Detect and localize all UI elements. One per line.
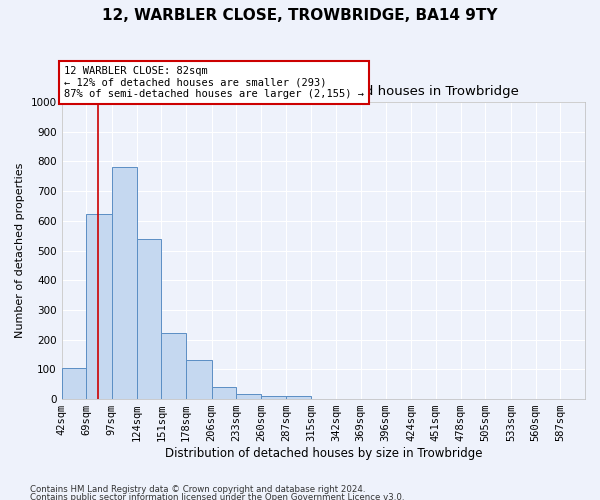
Bar [286,396,311,399]
Bar [212,386,236,399]
Bar [261,396,286,399]
Text: 12 WARBLER CLOSE: 82sqm
← 12% of detached houses are smaller (293)
87% of semi-d: 12 WARBLER CLOSE: 82sqm ← 12% of detache… [64,66,364,99]
Text: Contains public sector information licensed under the Open Government Licence v3: Contains public sector information licen… [30,492,404,500]
Bar [186,360,212,399]
Text: Contains HM Land Registry data © Crown copyright and database right 2024.: Contains HM Land Registry data © Crown c… [30,486,365,494]
Text: 12, WARBLER CLOSE, TROWBRIDGE, BA14 9TY: 12, WARBLER CLOSE, TROWBRIDGE, BA14 9TY [102,8,498,22]
Y-axis label: Number of detached properties: Number of detached properties [15,163,25,338]
X-axis label: Distribution of detached houses by size in Trowbridge: Distribution of detached houses by size … [164,447,482,460]
Bar [112,166,137,399]
Bar [161,333,186,399]
Title: Size of property relative to detached houses in Trowbridge: Size of property relative to detached ho… [128,85,519,98]
Bar [86,214,112,399]
Bar [62,368,86,399]
Bar [236,394,261,399]
Bar [137,240,161,399]
